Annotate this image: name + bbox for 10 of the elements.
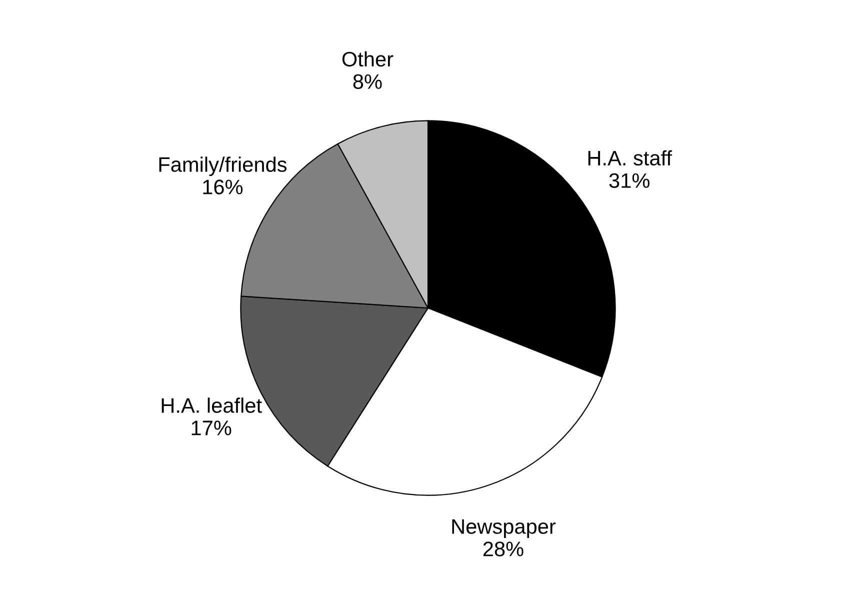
data-label: 28% [483, 542, 524, 556]
slice-label: H.A. staff [588, 150, 672, 166]
data-label: 16% [203, 180, 243, 194]
data-label: 31% [609, 173, 650, 188]
slice-label: H.A. leaflet [162, 398, 262, 413]
slice-label: Family/friends [159, 156, 287, 176]
data-label: 8% [353, 74, 382, 90]
slice-label: Other [342, 51, 394, 67]
slice-label: Newspaper [452, 519, 556, 538]
data-label: 17% [192, 420, 232, 436]
